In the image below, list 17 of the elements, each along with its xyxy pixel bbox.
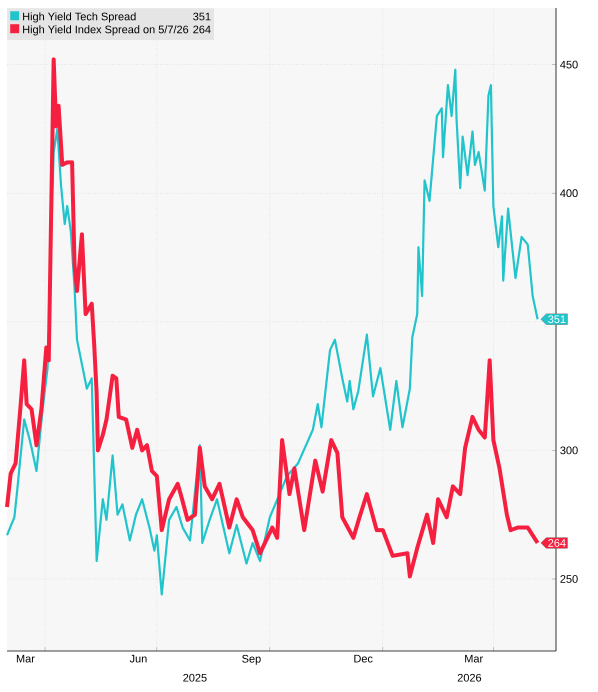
y-tick-label: 450	[560, 60, 578, 68]
data-label: 264	[548, 539, 566, 547]
legend-label: High Yield Index Spread on 5/7/26	[23, 25, 188, 36]
y-tick-label: 250	[560, 575, 578, 583]
text: 2025	[183, 674, 207, 682]
text: 264	[193, 26, 211, 34]
text: 351	[193, 12, 210, 20]
legend-label: High Yield Tech Spread	[23, 12, 136, 23]
data-label: 351	[548, 315, 566, 324]
x-tick-label: Dec	[354, 654, 373, 662]
y-tick-label: 300	[560, 446, 578, 454]
x-tick-label: Mar	[465, 654, 483, 662]
y-tick-label: 400	[560, 189, 578, 198]
x-tick-label: Sep	[242, 654, 261, 665]
text: 2026	[458, 674, 482, 682]
x-tick-label: Mar	[16, 654, 35, 662]
x-tick-label: Jun	[130, 654, 147, 662]
